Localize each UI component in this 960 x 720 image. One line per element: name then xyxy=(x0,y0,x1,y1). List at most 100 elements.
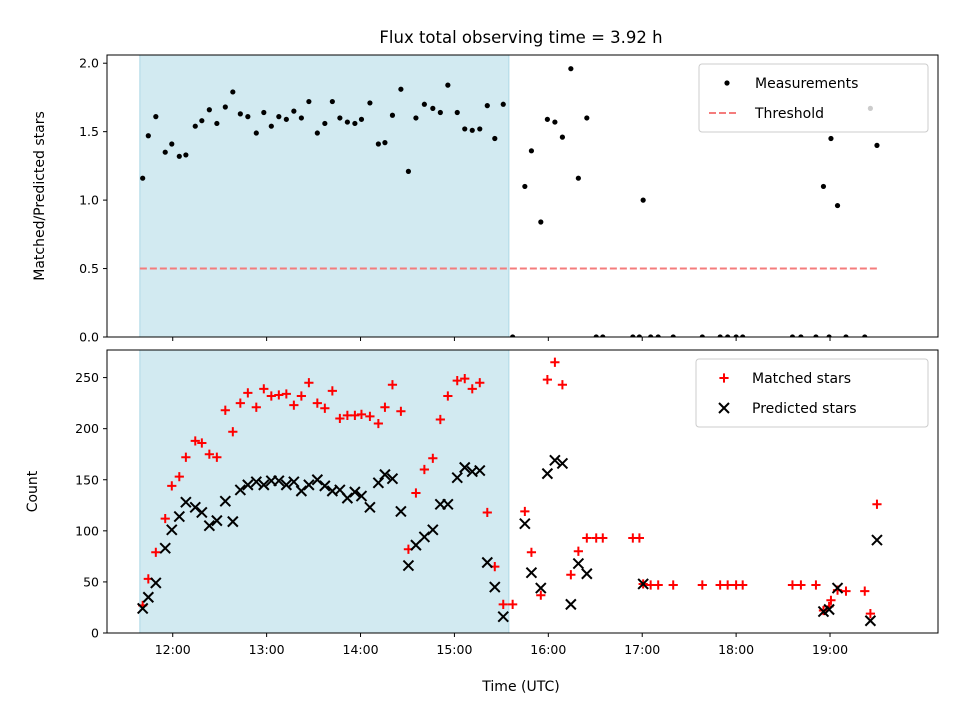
measurement-point xyxy=(245,114,251,120)
measurement-point xyxy=(169,141,175,147)
matched-point xyxy=(428,453,438,463)
x-tick-label: 19:00 xyxy=(812,642,848,657)
measurement-point xyxy=(834,202,841,209)
measurement-point xyxy=(344,119,350,125)
measurement-point xyxy=(874,142,880,148)
predicted-point xyxy=(556,457,569,470)
predicted-point xyxy=(166,524,178,536)
predicted-point xyxy=(525,567,538,579)
predicted-point xyxy=(459,461,471,474)
matched-point xyxy=(550,357,560,367)
matched-point xyxy=(197,438,207,448)
predicted-point xyxy=(258,479,270,491)
measurement-point xyxy=(699,334,705,337)
predicted-point xyxy=(219,495,232,507)
predicted-point xyxy=(159,542,171,554)
measurement-point xyxy=(276,114,282,120)
measurement-point xyxy=(593,334,599,337)
matched-point xyxy=(482,507,492,518)
x-tick-label: 16:00 xyxy=(530,642,566,657)
measurement-point xyxy=(375,141,381,147)
matched-point xyxy=(204,449,214,459)
chart-title: Flux total observing time = 3.92 h xyxy=(379,28,662,47)
predicted-point xyxy=(142,591,155,603)
predicted-point xyxy=(427,524,439,536)
predicted-point xyxy=(541,467,554,480)
measurement-point xyxy=(826,334,832,337)
predicted-point xyxy=(196,506,208,519)
measurement-point xyxy=(454,109,460,116)
x-tick-label: 17:00 xyxy=(624,642,660,657)
predicted-point xyxy=(273,475,285,487)
measurement-point xyxy=(828,135,834,142)
measurement-point xyxy=(268,123,274,129)
measurement-point xyxy=(352,120,358,127)
measurement-point xyxy=(413,115,419,121)
y-tick-label: 1.5 xyxy=(79,124,99,139)
plot-area xyxy=(136,357,883,627)
measurement-point xyxy=(230,89,236,95)
matched-point xyxy=(419,464,429,475)
measurement-point xyxy=(522,183,528,190)
predicted-point xyxy=(150,577,162,589)
legend-box xyxy=(695,358,929,428)
measurement-point xyxy=(367,100,373,106)
measurement-point xyxy=(398,86,404,92)
matched-point xyxy=(335,413,345,424)
measurement-point xyxy=(813,334,819,337)
measurement-point xyxy=(630,334,636,337)
predicted-point xyxy=(637,578,649,590)
predicted-point xyxy=(402,559,415,572)
matched-point xyxy=(723,580,733,590)
measurement-point xyxy=(500,101,506,107)
measurement-point xyxy=(261,109,267,116)
matched-point xyxy=(508,599,518,609)
legend-label: Matched stars xyxy=(752,371,851,387)
matched-point xyxy=(296,391,306,401)
matched-point xyxy=(520,506,530,517)
measurement-point xyxy=(648,334,654,337)
measurement-point xyxy=(445,82,451,88)
measurement-point xyxy=(670,334,676,337)
matched-point xyxy=(281,389,291,399)
matched-point xyxy=(235,398,245,408)
predicted-point xyxy=(395,505,407,518)
predicted-point xyxy=(386,473,399,485)
matched-point xyxy=(181,452,191,462)
highlight-span xyxy=(139,349,510,634)
predicted-point xyxy=(474,464,486,477)
matched-point xyxy=(289,400,299,410)
legend-label: Predicted stars xyxy=(752,401,857,417)
measurement-point xyxy=(725,334,731,337)
x-tick-label: 18:00 xyxy=(718,642,754,657)
measurement-point xyxy=(192,123,198,129)
measurement-point xyxy=(798,334,804,337)
measurement-point xyxy=(469,127,475,133)
matched-point xyxy=(872,499,882,509)
matched-point xyxy=(557,380,568,390)
predicted-point xyxy=(823,603,835,616)
matched-point xyxy=(266,391,276,401)
matched-point xyxy=(350,410,360,420)
x-axis-label: Time (UTC) xyxy=(481,679,559,695)
legend-label: Measurements xyxy=(755,76,858,92)
predicted-point xyxy=(565,598,577,611)
measurement-point xyxy=(291,108,297,114)
predicted-point xyxy=(497,610,509,623)
measurement-point xyxy=(544,116,550,122)
measurement-point xyxy=(298,115,304,121)
measurement-point xyxy=(283,116,289,122)
predicted-point xyxy=(581,568,593,580)
measurement-point xyxy=(568,66,574,72)
matched-point xyxy=(542,375,552,385)
y-tick-label: 0.0 xyxy=(79,330,99,345)
matched-point xyxy=(373,418,383,429)
measurement-point xyxy=(199,118,205,124)
axes-frame xyxy=(106,54,939,338)
y-tick-label: 0.5 xyxy=(79,261,99,276)
matched-point xyxy=(387,380,398,390)
y-tick-label: 1.0 xyxy=(79,193,99,208)
measurement-point xyxy=(584,115,590,121)
measurement-point xyxy=(162,149,168,155)
predicted-point xyxy=(234,484,247,496)
